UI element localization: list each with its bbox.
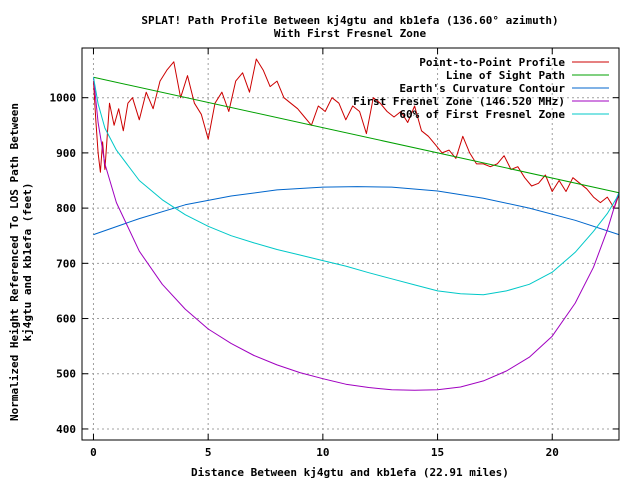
y-tick-label: 800 bbox=[56, 202, 76, 215]
y-axis-label-line1: Normalized Height Referenced To LOS Path… bbox=[8, 103, 21, 421]
legend-label-earth-s-curvature-contour: Earth's Curvature Contour bbox=[399, 82, 565, 95]
y-tick-label: 1000 bbox=[50, 92, 77, 105]
y-tick-label: 400 bbox=[56, 423, 76, 436]
chart-title: SPLAT! Path Profile Between kj4gtu and k… bbox=[141, 14, 558, 27]
x-axis-label: Distance Between kj4gtu and kb1efa (22.9… bbox=[191, 466, 509, 479]
grid-lines bbox=[82, 48, 619, 440]
plot-frame bbox=[81, 47, 620, 441]
series-line-point-to-point-profile bbox=[93, 58, 620, 209]
series-lines bbox=[93, 58, 620, 391]
y-tick-label: 600 bbox=[56, 313, 76, 326]
x-tick-label: 0 bbox=[90, 446, 97, 459]
x-tick-label: 10 bbox=[316, 446, 329, 459]
legend-label-first-fresnel-zone-146-520-mhz: First Fresnel Zone (146.520 MHz) bbox=[353, 95, 565, 108]
series-line-line-of-sight-path bbox=[93, 76, 620, 194]
series-line-first-fresnel-zone-146-520-mhz bbox=[93, 77, 620, 391]
legend-label-60-of-first-fresnel-zone: 60% of First Fresnel Zone bbox=[399, 108, 565, 121]
legend-label-line-of-sight-path: Line of Sight Path bbox=[446, 69, 565, 82]
legend-label-point-to-point-profile: Point-to-Point Profile bbox=[419, 56, 565, 69]
x-tick-label: 15 bbox=[431, 446, 444, 459]
series-line-60-of-first-fresnel-zone bbox=[93, 77, 620, 296]
y-tick-label: 700 bbox=[56, 257, 76, 270]
x-tick-label: 20 bbox=[546, 446, 559, 459]
y-tick-label: 900 bbox=[56, 147, 76, 160]
y-axis-label-line2: kj4gtu and kb1efa (feet) bbox=[21, 183, 34, 342]
axis-ticks: 0 5 10 15 20 400 500 600 700 800 900 1000 bbox=[50, 48, 619, 459]
chart-subtitle: With First Fresnel Zone bbox=[274, 27, 427, 40]
x-tick-label: 5 bbox=[205, 446, 212, 459]
y-tick-label: 500 bbox=[56, 368, 76, 381]
series-line-earth-s-curvature-contour bbox=[93, 186, 620, 236]
